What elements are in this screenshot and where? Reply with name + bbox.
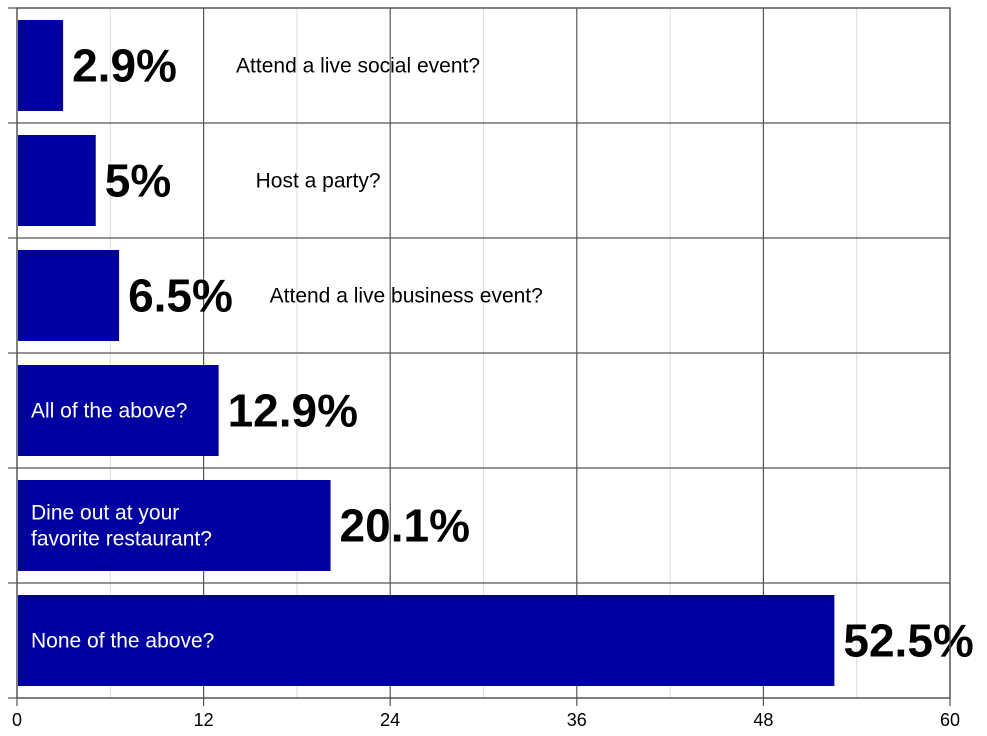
bar: [18, 365, 219, 456]
x-tick-label: 0: [12, 710, 22, 730]
category-label: All of the above?: [31, 400, 187, 423]
bar: [18, 480, 331, 571]
x-axis-ticks: 0 12 24 36 48 60: [12, 698, 960, 730]
x-tick-label: 48: [753, 710, 773, 730]
value-labels: 2.9% 5% 6.5% 12.9% 20.1% 52.5%: [72, 40, 974, 667]
value-label: 52.5%: [843, 615, 973, 667]
value-label: 12.9%: [228, 385, 358, 437]
bar: [18, 595, 835, 686]
value-label: 5%: [105, 155, 171, 207]
x-tick-label: 60: [940, 710, 960, 730]
value-label: 20.1%: [340, 500, 470, 552]
category-label: Dine out at your favorite restaurant?: [31, 502, 212, 551]
category-label: Host a party?: [256, 170, 381, 193]
category-label: Attend a live business event?: [270, 285, 543, 308]
category-label: None of the above?: [31, 630, 214, 653]
x-tick-label: 36: [567, 710, 587, 730]
x-tick-label: 12: [194, 710, 214, 730]
y-axis-ticks: [8, 7, 17, 699]
bar: [18, 250, 120, 341]
major-gridlines: [203, 8, 765, 698]
bars: [18, 20, 835, 686]
row-separators: [17, 122, 950, 584]
bar: [18, 135, 96, 226]
value-label: 2.9%: [72, 40, 177, 92]
bar: [18, 20, 64, 111]
category-labels: Attend a live social event? Host a party?…: [31, 55, 543, 653]
category-label: Attend a live social event?: [236, 55, 480, 78]
value-label: 6.5%: [128, 270, 233, 322]
x-tick-label: 24: [380, 710, 400, 730]
